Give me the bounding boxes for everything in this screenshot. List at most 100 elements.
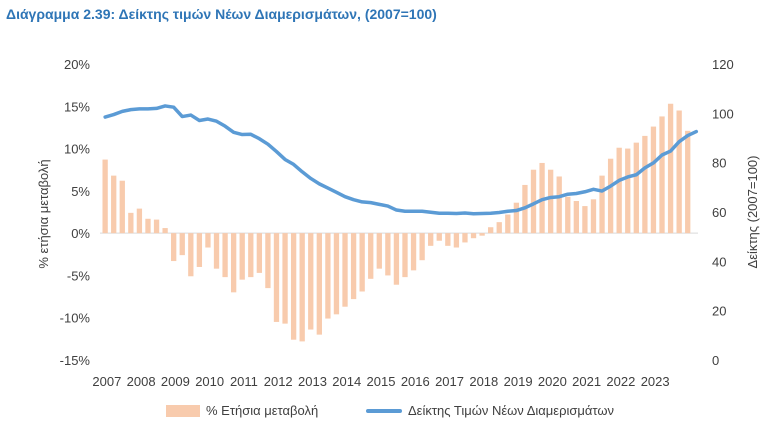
bar xyxy=(607,158,614,234)
legend-label-line: Δείκτης Τιμών Νέων Διαμερισμάτων xyxy=(408,403,614,418)
bar xyxy=(385,233,391,276)
bar xyxy=(265,233,271,289)
bar xyxy=(642,135,648,234)
x-tick-label: 2014 xyxy=(332,374,361,389)
y-left-tick-label: -5% xyxy=(67,268,91,283)
x-tick-label: 2020 xyxy=(538,374,567,389)
bar xyxy=(633,142,639,234)
x-axis: 2007 2008 2009 2010 2011 2012 2013 2014 2015 2016… xyxy=(92,374,669,389)
bar xyxy=(445,233,451,246)
bar xyxy=(530,169,537,234)
bar xyxy=(145,218,151,234)
bar xyxy=(102,159,108,234)
bar xyxy=(290,233,297,340)
bar xyxy=(402,233,408,278)
x-tick-label: 2007 xyxy=(92,374,121,389)
bar xyxy=(359,233,365,292)
bar xyxy=(599,175,605,234)
index-line xyxy=(103,104,699,216)
bar xyxy=(659,116,665,234)
bar xyxy=(368,233,374,279)
bar xyxy=(205,233,211,248)
bar xyxy=(565,196,571,234)
bar xyxy=(316,233,322,335)
bar xyxy=(590,199,597,234)
legend: % Ετήσια μεταβολή Δείκτης Τιμών Νέων Δια… xyxy=(0,403,769,423)
y-left-tick-label: 10% xyxy=(64,142,90,157)
x-tick-label: 2017 xyxy=(435,374,464,389)
x-tick-label: 2015 xyxy=(367,374,396,389)
x-tick-label: 2008 xyxy=(127,374,156,389)
bar xyxy=(453,233,460,248)
y-right-tick-label: 80 xyxy=(712,156,726,171)
bar xyxy=(573,201,579,234)
bar xyxy=(256,233,263,273)
bar xyxy=(556,176,562,234)
chart-canvas: 20%15%10%5%0%-5%-10%-15% 120100806040200… xyxy=(36,57,760,389)
legend-item-line: Δείκτης Τιμών Νέων Διαμερισμάτων xyxy=(366,403,614,418)
bar xyxy=(171,233,177,262)
x-tick-label: 2009 xyxy=(161,374,190,389)
bar xyxy=(222,233,228,278)
x-tick-label: 2013 xyxy=(298,374,327,389)
bar xyxy=(111,175,117,234)
bar xyxy=(376,233,382,269)
bar xyxy=(667,103,674,234)
bar xyxy=(196,233,203,267)
bar xyxy=(616,147,622,234)
bar xyxy=(308,233,314,330)
y-right-tick-label: 60 xyxy=(712,205,726,220)
bar xyxy=(282,233,288,324)
bar xyxy=(342,233,348,307)
x-tick-label: 2019 xyxy=(504,374,533,389)
bar xyxy=(153,219,160,234)
bar xyxy=(676,110,682,234)
bar xyxy=(213,233,220,269)
y-right-tick-label: 40 xyxy=(712,254,726,269)
y-axis-right: 120 100 80 60 40 20 0 xyxy=(712,57,734,368)
y-left-tick-label: -10% xyxy=(60,311,91,326)
bar xyxy=(333,233,340,315)
x-tick-label: 2018 xyxy=(469,374,498,389)
bar xyxy=(428,233,434,246)
x-tick-label: 2021 xyxy=(572,374,601,389)
bar xyxy=(505,214,511,234)
y-axis-right-label: Δείκτης (2007=100) xyxy=(745,156,760,269)
x-tick-label: 2016 xyxy=(401,374,430,389)
legend-item-bars: % Ετήσια μεταβολή xyxy=(166,403,318,418)
bar xyxy=(188,233,194,277)
bar xyxy=(436,233,442,241)
bar xyxy=(393,233,400,285)
bar xyxy=(470,233,477,239)
bar xyxy=(162,228,168,234)
x-tick-label: 2023 xyxy=(641,374,670,389)
y-right-tick-label: 100 xyxy=(712,106,734,121)
bar xyxy=(513,202,520,234)
y-left-tick-label: 15% xyxy=(64,99,90,114)
bar xyxy=(119,180,125,234)
legend-swatch-line xyxy=(366,408,402,413)
y-right-tick-label: 20 xyxy=(712,304,726,319)
bar xyxy=(650,126,657,234)
y-axis-left-label: % ετήσια μεταβολή xyxy=(36,159,51,268)
legend-label-bars: % Ετήσια μεταβολή xyxy=(206,403,319,418)
x-tick-label: 2010 xyxy=(195,374,224,389)
bar xyxy=(479,233,485,236)
bar xyxy=(273,233,280,322)
bar xyxy=(462,233,468,243)
y-right-tick-label: 0 xyxy=(712,353,719,368)
bar xyxy=(496,222,502,234)
bar xyxy=(419,233,425,261)
bar xyxy=(239,233,245,280)
bar xyxy=(350,233,357,300)
y-axis-left: 20% 15% 10% 5% 0% -5% -10% -15% xyxy=(60,57,91,368)
bar xyxy=(299,233,305,342)
bar xyxy=(582,206,588,234)
bar xyxy=(248,233,254,278)
bar xyxy=(547,169,554,234)
x-tick-label: 2011 xyxy=(230,374,258,389)
line-series xyxy=(103,104,699,216)
bar xyxy=(179,233,185,256)
x-tick-label: 2022 xyxy=(606,374,635,389)
bar-series xyxy=(102,103,691,342)
